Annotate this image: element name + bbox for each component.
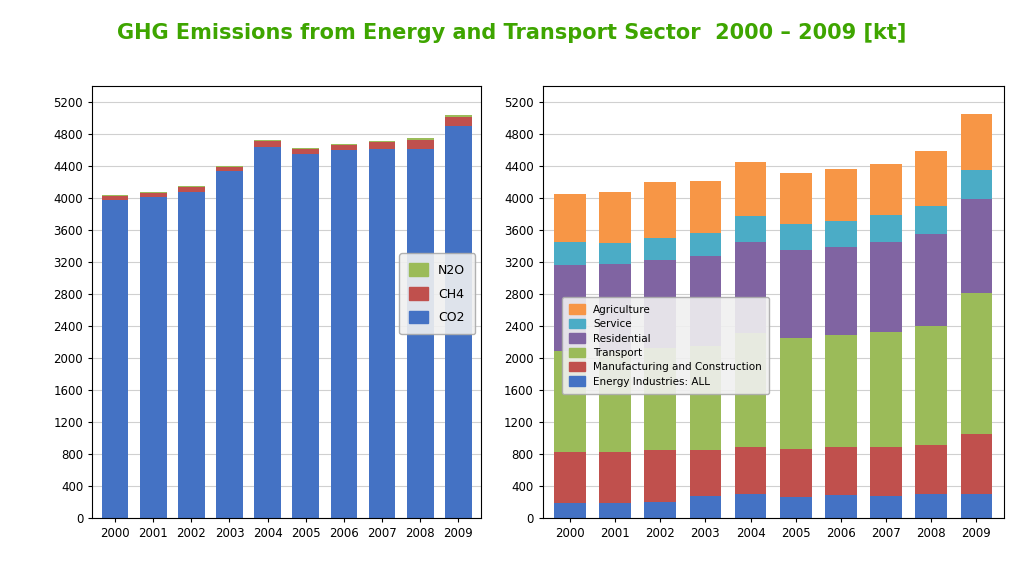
Bar xyxy=(140,197,167,518)
Bar xyxy=(689,346,721,450)
Bar xyxy=(101,200,128,518)
Bar xyxy=(331,150,357,518)
Bar xyxy=(599,503,631,518)
Bar xyxy=(735,162,766,216)
Bar xyxy=(369,142,395,149)
Bar xyxy=(644,260,676,348)
Text: GHG Emissions from Energy and Transport Sector  2000 – 2009 [kt]: GHG Emissions from Energy and Transport … xyxy=(118,23,906,43)
Bar xyxy=(689,181,721,233)
Bar xyxy=(445,115,472,117)
Bar xyxy=(644,502,676,518)
Bar xyxy=(407,140,433,149)
Bar xyxy=(178,192,205,518)
Bar xyxy=(554,503,586,518)
Bar xyxy=(140,193,167,197)
Bar xyxy=(599,264,631,351)
Bar xyxy=(870,496,902,518)
Bar xyxy=(915,206,947,234)
Bar xyxy=(735,333,766,447)
Bar xyxy=(961,494,992,518)
Bar xyxy=(644,183,676,238)
Bar xyxy=(780,339,812,449)
Bar xyxy=(870,447,902,496)
Bar xyxy=(216,167,243,171)
Bar xyxy=(554,242,586,265)
Bar xyxy=(870,215,902,242)
Bar xyxy=(961,293,992,434)
Bar xyxy=(554,351,586,452)
Bar xyxy=(735,447,766,494)
Bar xyxy=(178,187,205,192)
Bar xyxy=(689,450,721,496)
Bar xyxy=(293,149,319,154)
Bar xyxy=(254,147,281,518)
Bar xyxy=(644,348,676,450)
Bar xyxy=(407,138,433,140)
Bar xyxy=(825,495,857,518)
Bar xyxy=(915,151,947,206)
Bar xyxy=(689,233,721,256)
Bar xyxy=(369,141,395,142)
Bar xyxy=(915,325,947,445)
Bar xyxy=(915,494,947,518)
Bar xyxy=(915,445,947,494)
Legend: N2O, CH4, CO2: N2O, CH4, CO2 xyxy=(399,253,475,334)
Bar xyxy=(870,164,902,215)
Bar xyxy=(780,497,812,518)
Bar xyxy=(407,149,433,518)
Bar xyxy=(870,332,902,447)
Bar xyxy=(644,238,676,260)
Bar xyxy=(735,494,766,518)
Bar xyxy=(735,216,766,241)
Bar xyxy=(870,242,902,332)
Bar xyxy=(825,169,857,221)
Bar xyxy=(825,221,857,247)
Bar xyxy=(961,199,992,293)
Bar xyxy=(331,144,357,145)
Bar xyxy=(554,265,586,351)
Bar xyxy=(915,234,947,325)
Bar xyxy=(735,241,766,333)
Bar xyxy=(825,247,857,335)
Bar xyxy=(254,140,281,141)
Bar xyxy=(644,450,676,502)
Bar xyxy=(780,449,812,497)
Bar xyxy=(599,452,631,503)
Bar xyxy=(599,243,631,264)
Bar xyxy=(825,335,857,447)
Bar xyxy=(293,154,319,518)
Bar xyxy=(216,171,243,518)
Bar xyxy=(101,196,128,200)
Bar xyxy=(554,195,586,242)
Bar xyxy=(216,166,243,167)
Bar xyxy=(445,117,472,126)
Bar xyxy=(825,447,857,495)
Bar xyxy=(689,256,721,346)
Bar xyxy=(369,149,395,518)
Bar xyxy=(101,195,128,196)
Legend: Agriculture, Service, Residential, Transport, Manufacturing and Construction, En: Agriculture, Service, Residential, Trans… xyxy=(562,297,769,394)
Bar xyxy=(961,434,992,494)
Bar xyxy=(689,496,721,518)
Bar xyxy=(599,192,631,243)
Bar xyxy=(331,145,357,150)
Bar xyxy=(961,170,992,199)
Bar xyxy=(293,147,319,149)
Bar xyxy=(780,173,812,224)
Bar xyxy=(554,452,586,503)
Bar xyxy=(599,351,631,452)
Bar xyxy=(254,141,281,147)
Bar xyxy=(140,192,167,193)
Bar xyxy=(780,251,812,339)
Bar xyxy=(780,224,812,251)
Bar xyxy=(445,126,472,518)
Bar xyxy=(961,115,992,170)
